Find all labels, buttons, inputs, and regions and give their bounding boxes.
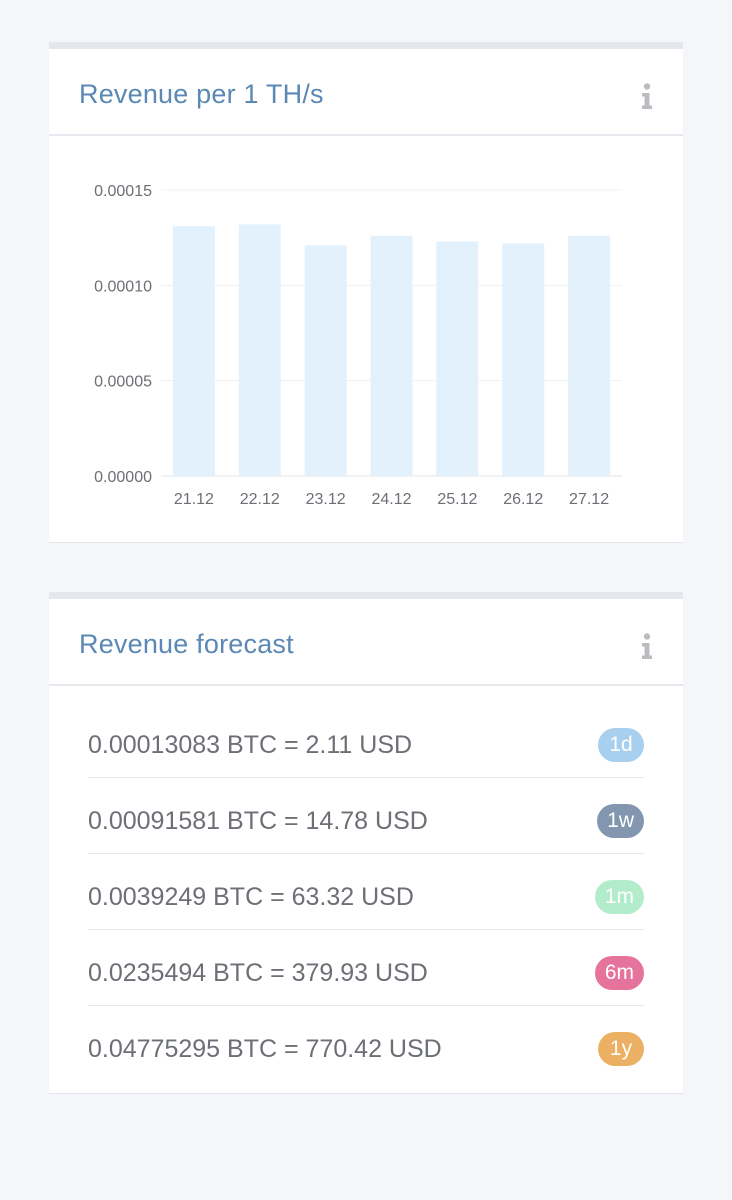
y-tick-label: 0.00005 xyxy=(94,374,152,391)
bar xyxy=(568,235,611,476)
info-icon[interactable] xyxy=(641,633,653,659)
x-tick-label: 27.12 xyxy=(569,491,609,508)
forecast-row-1y: 0.04775295 BTC = 770.42 USD 1y xyxy=(88,1006,644,1082)
revenue-chart: 0.00000 0.00005 0.00010 0.00015 21.12 22.12 23… xyxy=(49,136,683,536)
bar xyxy=(436,241,479,476)
y-tick-label: 0.00015 xyxy=(94,183,152,200)
period-badge-6m: 6m xyxy=(594,956,644,990)
x-tick-label: 23.12 xyxy=(306,491,346,508)
revenue-forecast-card: Revenue forecast 0.00013083 BTC = 2.11 U… xyxy=(49,592,683,1094)
x-tick-label: 25.12 xyxy=(437,491,477,508)
x-tick-label: 24.12 xyxy=(371,491,411,508)
period-badge-1y: 1y xyxy=(598,1032,644,1066)
x-tick-label: 22.12 xyxy=(240,491,280,508)
row-divider xyxy=(88,1005,644,1006)
forecast-row-1d: 0.00013083 BTC = 2.11 USD 1d xyxy=(88,702,644,778)
forecast-value: 0.00091581 BTC = 14.78 USD xyxy=(88,807,428,835)
forecast-value: 0.04775295 BTC = 770.42 USD xyxy=(88,1035,442,1063)
bar xyxy=(172,226,215,476)
forecast-value: 0.0039249 BTC = 63.32 USD xyxy=(88,883,414,911)
bar xyxy=(370,235,413,476)
x-tick-label: 21.12 xyxy=(174,491,214,508)
forecast-row-6m: 0.0235494 BTC = 379.93 USD 6m xyxy=(88,930,644,1006)
info-icon[interactable] xyxy=(641,83,653,109)
revenue-bar-chart: 0.00000 0.00005 0.00010 0.00015 21.12 22.12 23… xyxy=(94,183,622,508)
bar xyxy=(304,245,347,476)
forecast-row-1m: 0.0039249 BTC = 63.32 USD 1m xyxy=(88,854,644,930)
bar xyxy=(238,224,281,476)
row-divider xyxy=(88,853,644,854)
forecast-value: 0.00013083 BTC = 2.11 USD xyxy=(88,731,413,759)
period-badge-1d: 1d xyxy=(598,728,644,762)
revenue-card-title: Revenue per 1 TH/s xyxy=(79,79,324,109)
bar xyxy=(502,243,545,476)
y-tick-label: 0.00000 xyxy=(94,469,152,486)
forecast-row-1w: 0.00091581 BTC = 14.78 USD 1w xyxy=(88,778,644,854)
forecast-card-header: Revenue forecast xyxy=(49,599,683,686)
y-tick-label: 0.00010 xyxy=(94,278,152,295)
period-badge-1w: 1w xyxy=(597,804,644,838)
period-badge-1m: 1m xyxy=(594,880,644,914)
x-tick-label: 26.12 xyxy=(503,491,543,508)
forecast-value: 0.0235494 BTC = 379.93 USD xyxy=(88,959,428,987)
row-divider xyxy=(88,777,644,778)
revenue-card-header: Revenue per 1 TH/s xyxy=(49,49,683,136)
forecast-card-title: Revenue forecast xyxy=(79,629,294,659)
row-divider xyxy=(88,929,644,930)
revenue-per-th-card: Revenue per 1 TH/s 0.00000 0.00005 0.00010… xyxy=(49,42,683,543)
